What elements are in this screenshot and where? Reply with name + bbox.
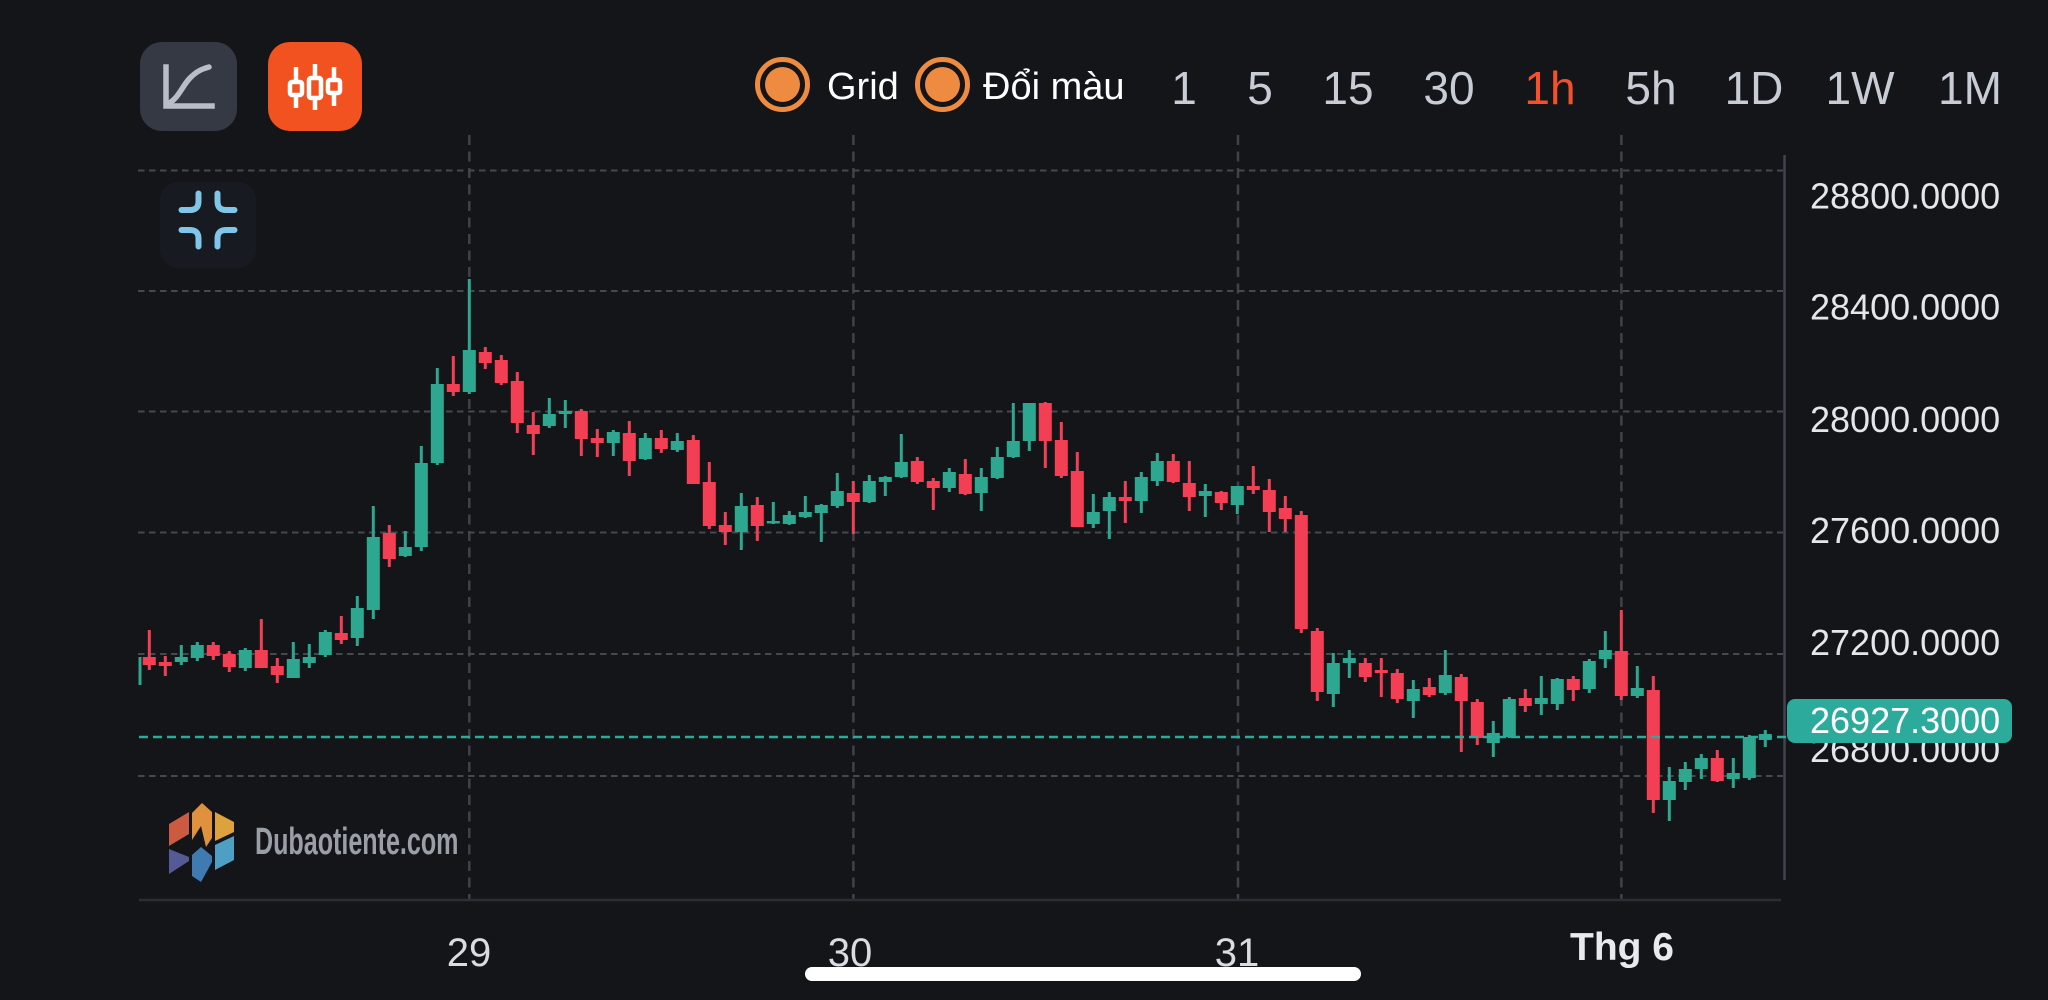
svg-text:28400.0000: 28400.0000 (1810, 287, 2000, 328)
svg-text:28800.0000: 28800.0000 (1810, 176, 2000, 217)
svg-text:27200.0000: 27200.0000 (1810, 622, 2000, 663)
svg-text:Thg 6: Thg 6 (1570, 926, 1674, 969)
svg-text:29: 29 (447, 931, 492, 975)
svg-text:27600.0000: 27600.0000 (1810, 510, 2000, 551)
svg-text:28000.0000: 28000.0000 (1810, 399, 2000, 440)
svg-text:26927.3000: 26927.3000 (1810, 700, 2000, 741)
